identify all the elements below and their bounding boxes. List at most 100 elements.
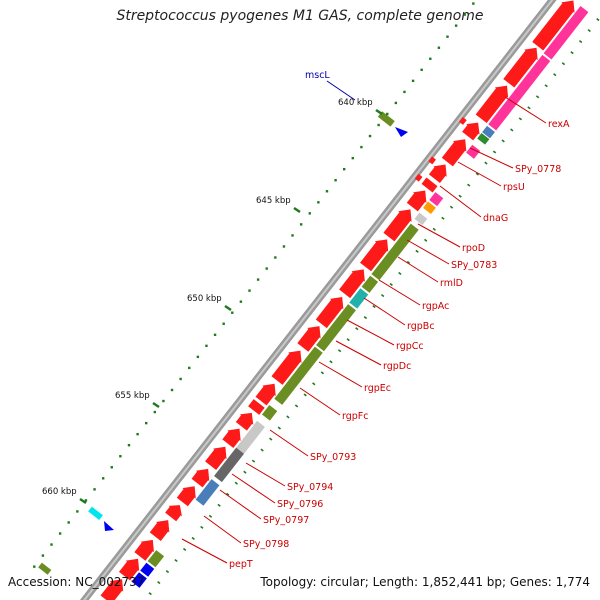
gene-label: SPy_0778 xyxy=(515,164,561,175)
ruler-dot xyxy=(463,13,466,16)
ruler-dot xyxy=(308,212,311,215)
callout-line xyxy=(457,161,502,187)
inner-tick xyxy=(424,238,428,242)
minus-strand-track xyxy=(38,111,467,575)
callout-line xyxy=(245,462,286,487)
cds-arrow xyxy=(222,428,241,448)
ruler-dot xyxy=(394,101,398,105)
ruler-dot xyxy=(446,35,449,38)
inner-tick xyxy=(587,29,591,33)
ruler-dot xyxy=(136,432,139,436)
cog-segment xyxy=(371,223,419,281)
mscl-gene-body xyxy=(377,111,395,127)
gene-label: rmlD xyxy=(440,278,463,289)
kbp-major-tick xyxy=(152,401,160,409)
gene-label: SPy_0798 xyxy=(243,539,289,550)
blue-gene-arrow xyxy=(104,521,114,531)
ruler-dot xyxy=(188,366,191,370)
ruler-dot xyxy=(368,134,372,138)
ruler-track: 640 kbp 645 kbp 650 kbp 655 kbp 660 kbp xyxy=(33,2,600,596)
inner-tick xyxy=(286,415,290,419)
cog-segment xyxy=(214,447,245,483)
inner-tick xyxy=(208,514,213,518)
cds-arrow xyxy=(165,505,182,522)
cds-arrow xyxy=(475,85,509,124)
inner-tick xyxy=(157,581,161,585)
cds-arrow xyxy=(205,446,227,471)
ruler-dot xyxy=(420,68,423,72)
ruler-dot xyxy=(222,322,225,325)
callout-line xyxy=(335,340,382,366)
cds-arrow xyxy=(100,579,124,600)
inner-tick xyxy=(174,558,178,563)
cog-segment xyxy=(195,479,220,506)
callout-line xyxy=(417,223,461,248)
gene-label: rgpAc xyxy=(422,301,449,312)
olive-gene-edge xyxy=(38,562,52,575)
cog-segment xyxy=(261,405,278,421)
gene-label: rpsU xyxy=(503,182,525,193)
inner-tick xyxy=(277,426,282,430)
cog-segment xyxy=(477,132,490,145)
ruler-dot xyxy=(231,311,234,314)
cog-segment xyxy=(316,304,356,352)
inner-tick xyxy=(269,437,273,441)
ruler-dot xyxy=(317,201,320,204)
inner-tick xyxy=(200,525,204,529)
inner-tick xyxy=(363,316,368,320)
cds-arrow xyxy=(406,190,427,212)
ruler-dot xyxy=(127,443,131,447)
callout-line xyxy=(439,185,482,218)
callout-line xyxy=(326,80,356,101)
ruler-dot xyxy=(119,455,122,458)
callout-line xyxy=(406,239,450,265)
kbp-major-tick xyxy=(79,497,87,505)
callout-line xyxy=(203,515,242,544)
callout-line xyxy=(346,319,395,346)
ruler-dot xyxy=(429,57,432,60)
cog-segment xyxy=(482,125,495,139)
gene-label: mscL xyxy=(305,70,330,81)
inner-tick xyxy=(355,327,359,331)
ruler-dot xyxy=(299,223,303,226)
inner-tick xyxy=(303,393,307,397)
ruler-dot xyxy=(265,267,268,270)
ruler-dot xyxy=(256,278,260,281)
kbp-label: 660 kbp xyxy=(42,487,77,497)
gene-label: rexA xyxy=(548,119,570,130)
cds-arrow xyxy=(503,47,538,88)
cyan-gene-body xyxy=(88,506,103,520)
kbp-label: 650 kbp xyxy=(187,294,222,304)
ruler-dot xyxy=(454,24,458,27)
callout-line xyxy=(299,387,341,416)
gene-label: rgpEc xyxy=(364,383,391,394)
ruler-dot xyxy=(360,145,363,149)
ruler-dot xyxy=(76,510,79,513)
inner-tick xyxy=(510,128,514,132)
inner-tick xyxy=(553,73,557,77)
inner-tick xyxy=(329,360,333,364)
inner-tick xyxy=(596,17,600,22)
ruler-dot xyxy=(58,532,62,535)
inner-tick xyxy=(380,293,385,298)
inner-tick xyxy=(312,382,316,386)
cds-arrow xyxy=(383,209,412,242)
ruler-dot xyxy=(411,79,415,83)
cog-segment xyxy=(274,346,323,405)
cds-arrow xyxy=(532,0,575,51)
cog-segment xyxy=(423,201,436,215)
gene-label: SPy_0797 xyxy=(263,515,309,526)
callout-line xyxy=(181,538,228,564)
mscl-gene xyxy=(377,111,395,127)
accession-text: Accession: NC_002737 xyxy=(8,575,145,589)
ruler-dot xyxy=(50,543,53,546)
callout-line xyxy=(469,147,514,169)
inner-tick xyxy=(458,194,462,198)
ruler-dot xyxy=(179,377,182,381)
inner-tick xyxy=(406,260,411,264)
cog-segment xyxy=(488,54,551,131)
kbp-major-tick xyxy=(293,206,301,214)
inner-tick xyxy=(578,40,583,44)
